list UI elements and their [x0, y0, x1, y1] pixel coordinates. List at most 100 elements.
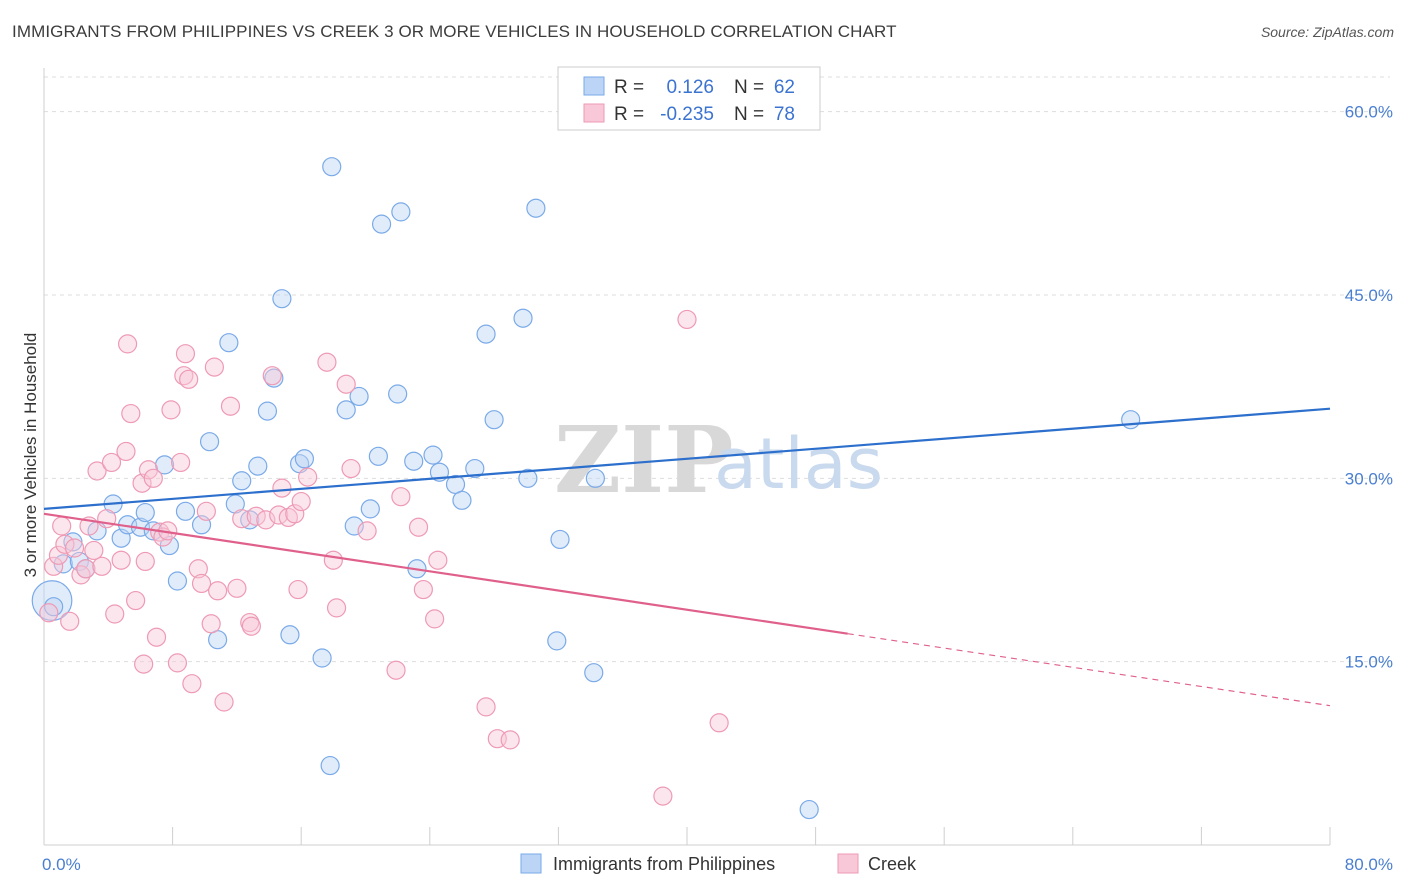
legend-r-value-2: -0.235 — [660, 104, 714, 125]
points-layer — [31, 157, 1141, 820]
point-pink-14 — [101, 452, 122, 473]
watermark-zip: ZIP — [554, 406, 733, 514]
point-pink-26 — [146, 627, 167, 647]
point-blue-58 — [799, 799, 819, 820]
point-pink-68 — [413, 579, 433, 600]
legend-r-label-1: R = — [614, 77, 644, 98]
trend-layer — [43, 407, 1331, 707]
point-pink-12 — [92, 556, 112, 576]
point-blue-47 — [452, 490, 472, 510]
point-pink-62 — [336, 374, 356, 394]
watermark: ZIP atlas — [554, 406, 883, 514]
legend-r-value-1: 0.126 — [666, 77, 714, 98]
point-pink-59 — [317, 352, 337, 372]
y-tick-label-60: 60.0% — [1345, 103, 1393, 122]
point-blue-52 — [518, 468, 538, 488]
bottom-legend: Immigrants from Philippines Creek — [520, 853, 917, 874]
x-tick-label-max: 80.0% — [1345, 855, 1393, 874]
y-tick-label-15: 15.0% — [1345, 653, 1393, 672]
trend-line-pink — [43, 512, 848, 635]
point-blue-48 — [465, 458, 485, 479]
point-pink-23 — [135, 551, 155, 572]
point-pink-55 — [285, 504, 305, 524]
point-pink-19 — [121, 403, 141, 424]
point-blue-20 — [219, 333, 239, 353]
point-blue-41 — [391, 202, 411, 222]
point-pink-57 — [291, 491, 311, 512]
legend-n-value-1: 62 — [774, 77, 795, 98]
point-pink-49 — [246, 506, 266, 526]
point-pink-58 — [298, 467, 318, 487]
point-pink-15 — [105, 604, 125, 624]
point-pink-35 — [179, 369, 199, 389]
point-blue-56 — [584, 663, 604, 683]
point-pink-43 — [214, 692, 234, 712]
point-pink-63 — [341, 458, 361, 479]
point-pink-18 — [117, 334, 138, 354]
point-pink-37 — [188, 559, 208, 579]
point-pink-76 — [709, 713, 729, 733]
point-pink-5 — [60, 611, 80, 631]
point-pink-36 — [182, 674, 202, 694]
point-pink-34 — [175, 344, 196, 364]
point-pink-42 — [208, 581, 228, 601]
point-pink-53 — [272, 478, 292, 498]
bottom-legend-label-blue: Immigrants from Philippines — [553, 854, 775, 874]
point-blue-44 — [423, 445, 443, 465]
watermark-atlas: atlas — [714, 423, 883, 505]
point-blue-16 — [175, 501, 196, 521]
point-blue-36 — [349, 386, 369, 407]
trend-line-pink-extrapolated — [847, 633, 1331, 707]
y-axis-label: 3 or more Vehicles in Household — [21, 333, 40, 578]
point-pink-71 — [476, 697, 496, 717]
point-pink-11 — [87, 461, 107, 481]
legend-box: R = 0.126 N = 62 R = -0.235 N = 78 — [557, 66, 821, 131]
point-blue-50 — [484, 410, 504, 430]
axes-layer: 15.0% 30.0% 45.0% 60.0% 0.0% 80.0% — [42, 68, 1393, 874]
point-pink-30 — [161, 400, 181, 420]
point-pink-0 — [39, 603, 59, 623]
point-pink-64 — [357, 521, 377, 541]
point-blue-27 — [272, 289, 292, 309]
point-pink-54 — [278, 507, 298, 528]
point-blue-22 — [232, 471, 252, 491]
point-blue-34 — [336, 400, 356, 420]
point-pink-50 — [256, 510, 276, 530]
point-pink-41 — [204, 357, 224, 377]
point-pink-39 — [196, 501, 216, 521]
bottom-legend-label-pink: Creek — [868, 854, 917, 874]
point-pink-40 — [201, 614, 221, 634]
point-pink-56 — [288, 579, 308, 600]
point-pink-69 — [425, 609, 445, 629]
grid-layer — [44, 76, 1390, 663]
point-pink-22 — [134, 654, 154, 674]
point-blue-11 — [135, 502, 155, 523]
point-pink-65 — [386, 660, 406, 680]
point-pink-38 — [191, 573, 212, 594]
point-pink-70 — [428, 550, 448, 570]
legend-swatch-blue — [583, 76, 605, 96]
point-pink-10 — [84, 540, 104, 561]
point-blue-31 — [312, 648, 332, 668]
point-pink-67 — [408, 517, 429, 537]
point-pink-60 — [323, 550, 343, 570]
point-blue-53 — [526, 198, 546, 218]
point-pink-20 — [126, 590, 146, 611]
trend-line-blue — [43, 407, 1331, 510]
point-pink-2 — [48, 545, 69, 565]
bottom-legend-swatch-blue — [520, 853, 542, 874]
point-pink-32 — [171, 452, 191, 473]
point-pink-16 — [111, 550, 131, 570]
point-pink-66 — [391, 487, 411, 507]
point-pink-51 — [262, 366, 282, 386]
point-blue-55 — [550, 529, 570, 550]
legend-swatch-pink — [583, 103, 605, 123]
point-blue-35 — [344, 516, 364, 536]
point-blue-40 — [388, 384, 408, 404]
point-pink-48 — [241, 616, 261, 636]
point-pink-61 — [326, 598, 347, 618]
point-blue-15 — [167, 571, 188, 591]
legend-n-label-1: N = — [734, 77, 764, 98]
y-tick-label-45: 45.0% — [1345, 286, 1393, 305]
